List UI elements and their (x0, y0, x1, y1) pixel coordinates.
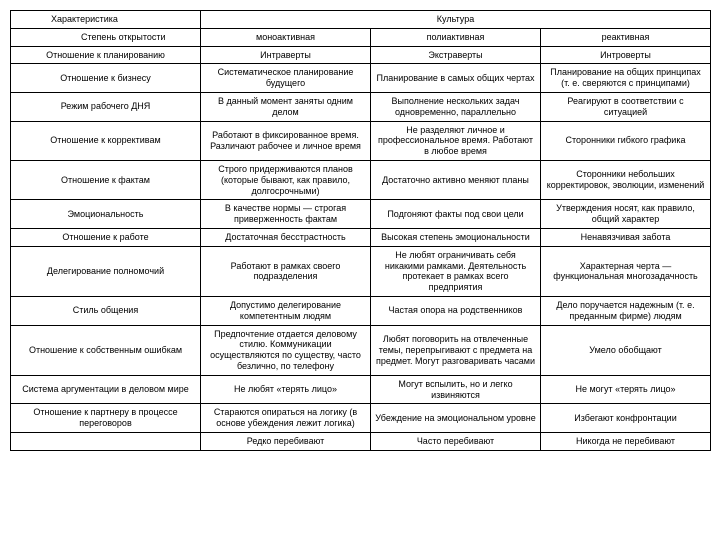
cell: Характерная черта — функциональная много… (541, 246, 711, 296)
cell: Редко перебивают (201, 432, 371, 450)
cell: Высокая степень эмоциональности (371, 228, 541, 246)
cell: Отношение к партнеру в процессе перегово… (11, 404, 201, 433)
cell: Достаточно активно меняют планы (371, 160, 541, 199)
cell: Реагируют в соответствии с ситуацией (541, 92, 711, 121)
cell: Работают в рамках своего подразделения (201, 246, 371, 296)
cell: Культура (201, 11, 711, 29)
cell: Сторонники гибкого графика (541, 121, 711, 160)
cell: Отношение к бизнесу (11, 64, 201, 93)
cell: Никогда не перебивают (541, 432, 711, 450)
cell: Систематическое планирование будущего (201, 64, 371, 93)
culture-comparison-table: ХарактеристикаКультураСтепень открытости… (10, 10, 711, 451)
cell: Отношение к коррективам (11, 121, 201, 160)
cell: Планирование на общих принципах (т. е. с… (541, 64, 711, 93)
cell: Не любят ограничивать себя никакими рамк… (371, 246, 541, 296)
cell: Не разделяют личное и профессиональное в… (371, 121, 541, 160)
cell: Эмоциональность (11, 200, 201, 229)
cell: В данный момент заняты одним делом (201, 92, 371, 121)
cell (11, 432, 201, 450)
cell: Подгоняют факты под свои цели (371, 200, 541, 229)
cell: Система аргументации в деловом мире (11, 375, 201, 404)
cell: Избегают конфронтации (541, 404, 711, 433)
cell: Интроверты (541, 46, 711, 64)
cell: Отношение к планированию (11, 46, 201, 64)
cell: В качестве нормы — строгая приверженност… (201, 200, 371, 229)
cell: Не любят «терять лицо» (201, 375, 371, 404)
cell: Работают в фиксированное время. Различаю… (201, 121, 371, 160)
cell: Отношение к фактам (11, 160, 201, 199)
cell: Делегирование полномочий (11, 246, 201, 296)
cell: Отношение к собственным ошибкам (11, 325, 201, 375)
cell: Часто перебивают (371, 432, 541, 450)
cell: Убеждение на эмоциональном уровне (371, 404, 541, 433)
cell: Стараются опираться на логику (в основе … (201, 404, 371, 433)
cell: Допустимо делегирование компетентным люд… (201, 296, 371, 325)
cell: Частая опора на родственников (371, 296, 541, 325)
cell: Строго придерживаются планов (которые бы… (201, 160, 371, 199)
cell: Выполнение нескольких задач одновременно… (371, 92, 541, 121)
cell: Ненавязчивая забота (541, 228, 711, 246)
cell: реактивная (541, 28, 711, 46)
cell: Экстраверты (371, 46, 541, 64)
cell: Характеристика (11, 11, 201, 29)
cell: Могут вспылить, но и легко извиняются (371, 375, 541, 404)
cell: Отношение к работе (11, 228, 201, 246)
cell: моноактивная (201, 28, 371, 46)
cell: Не могут «терять лицо» (541, 375, 711, 404)
cell: Сторонники небольших корректировок, эвол… (541, 160, 711, 199)
cell: Любят поговорить на отвлеченные темы, пе… (371, 325, 541, 375)
cell: Предпочтение отдается деловому стилю. Ко… (201, 325, 371, 375)
cell: Степень открытости (11, 28, 201, 46)
cell: Дело поручается надежным (т. е. преданны… (541, 296, 711, 325)
cell: Режим рабочего ДНЯ (11, 92, 201, 121)
cell: Планирование в самых общих чертах (371, 64, 541, 93)
cell: Утверждения носят, как правило, общий ха… (541, 200, 711, 229)
cell: Достаточная бесстрастность (201, 228, 371, 246)
cell: Интраверты (201, 46, 371, 64)
cell: полиактивная (371, 28, 541, 46)
cell: Умело обобщают (541, 325, 711, 375)
cell: Стиль общения (11, 296, 201, 325)
